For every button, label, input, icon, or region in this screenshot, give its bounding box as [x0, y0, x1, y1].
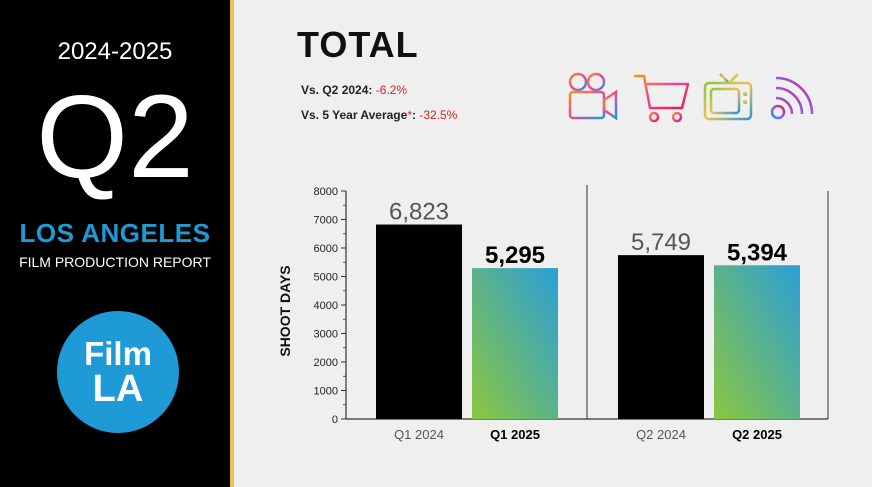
comparison-5yr-avg: Vs. 5 Year Average*: -32.5% [301, 108, 457, 122]
x-category-label: Q1 2025 [490, 427, 540, 442]
bar [376, 224, 462, 419]
x-category-label: Q2 2024 [636, 427, 686, 442]
television-icon [703, 73, 753, 121]
comparison-q2-2024: Vs. Q2 2024: -6.2% [301, 83, 407, 97]
bar [472, 268, 558, 419]
y-tick-label: 4000 [314, 300, 338, 312]
main-panel: TOTAL Vs. Q2 2024: -6.2% Vs. 5 Year Aver… [234, 0, 872, 487]
comparison-q2-2024-label: Vs. Q2 2024: [301, 83, 373, 97]
y-tick-label: 3000 [314, 329, 338, 341]
sidebar: 2024-2025 Q2 LOS ANGELES FILM PRODUCTION… [0, 0, 230, 487]
gold-divider [230, 0, 234, 487]
y-tick-label: 5000 [314, 272, 338, 284]
bar [618, 255, 704, 419]
comparison-5yr-colon: : [411, 108, 416, 122]
bar-value-label: 5,295 [485, 242, 545, 269]
y-tick-label: 8000 [314, 186, 338, 198]
signal-icon [770, 76, 814, 120]
shoot-days-chart: 0 1000 2000 3000 4000 5000 6000 7000 8000 6,823 Q… [277, 185, 829, 442]
logo-line-la: LA [92, 368, 144, 410]
report-label: FILM PRODUCTION REPORT [19, 254, 211, 270]
bar-value-label: 6,823 [389, 199, 449, 226]
x-category-label: Q1 2024 [394, 427, 444, 442]
y-tick-label: 0 [332, 414, 338, 426]
bar [714, 265, 800, 419]
y-tick-label: 2000 [314, 357, 338, 369]
quarter-label: Q2 [36, 71, 194, 203]
shopping-cart-icon [634, 74, 690, 123]
logo-line-film: Film [84, 335, 152, 372]
y-axis-label: SHOOT DAYS [277, 265, 293, 356]
footnote-star: * [407, 108, 412, 122]
comparison-q2-2024-value: -6.2% [375, 83, 408, 97]
y-tick-label: 7000 [314, 215, 338, 227]
y-tick-label: 6000 [314, 243, 338, 255]
page-title: TOTAL [297, 24, 419, 65]
season-label: 2024-2025 [57, 38, 173, 65]
film-camera-icon [568, 72, 618, 121]
y-tick-label: 1000 [314, 386, 338, 398]
category-icons [564, 70, 824, 126]
bar-value-label: 5,394 [727, 239, 788, 266]
bar-value-label: 5,749 [631, 229, 691, 256]
comparison-5yr-value: -32.5% [419, 108, 458, 122]
filmla-logo: Film LA [57, 311, 179, 433]
comparison-5yr-label: Vs. 5 Year Average [301, 108, 408, 122]
city-label: LOS ANGELES [19, 218, 211, 248]
x-category-label: Q2 2025 [732, 427, 782, 442]
